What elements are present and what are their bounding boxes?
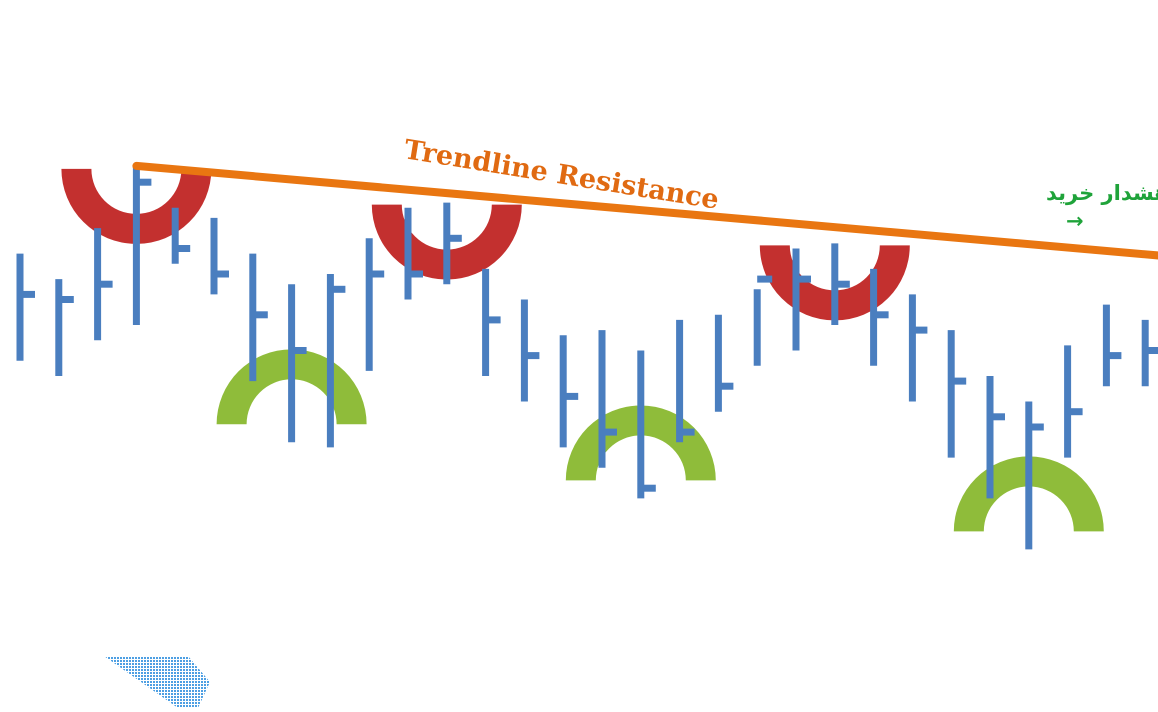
ohlc-bar xyxy=(365,238,385,371)
ohlc-bar xyxy=(831,243,850,325)
ohlc-bar xyxy=(1141,319,1158,387)
ohlc-bar xyxy=(171,207,191,264)
ohlc-bar xyxy=(249,253,268,382)
ohlc-bar xyxy=(947,330,967,458)
ohlc-bar xyxy=(210,217,229,295)
ohlc-bar xyxy=(94,228,113,341)
ohlc-bar xyxy=(326,274,346,448)
ohlc-bar xyxy=(676,319,695,443)
ohlc-bar xyxy=(443,202,462,285)
ohlc-bar xyxy=(1025,401,1044,550)
ohlc-bar xyxy=(55,279,74,376)
ohlc-bar xyxy=(16,253,35,361)
ohlc-bar xyxy=(1102,304,1122,387)
ohlc-bar xyxy=(870,268,889,366)
ohlc-bar xyxy=(288,284,307,443)
ohlc-bar xyxy=(1064,345,1083,458)
ohlc-bar xyxy=(559,335,579,448)
ohlc-bar xyxy=(908,294,928,402)
buy-signal-label: هشدار خرید xyxy=(1046,181,1158,205)
trendline xyxy=(132,161,1158,260)
corner-arrow-icon xyxy=(104,656,210,708)
buy-signal-arrow-icon: → xyxy=(1066,209,1084,233)
ohlc-bar xyxy=(714,314,734,412)
ohlc-bar xyxy=(753,275,773,366)
ohlc-bar xyxy=(637,350,656,499)
ohlc-bar xyxy=(482,268,501,376)
ohlc-bar xyxy=(520,299,540,402)
ohlc-bar xyxy=(986,376,1005,499)
ohlc-bar xyxy=(598,330,617,468)
ohlc-bar xyxy=(404,207,423,300)
ohlc-bar xyxy=(132,166,152,325)
ohlc-bar xyxy=(792,248,811,351)
